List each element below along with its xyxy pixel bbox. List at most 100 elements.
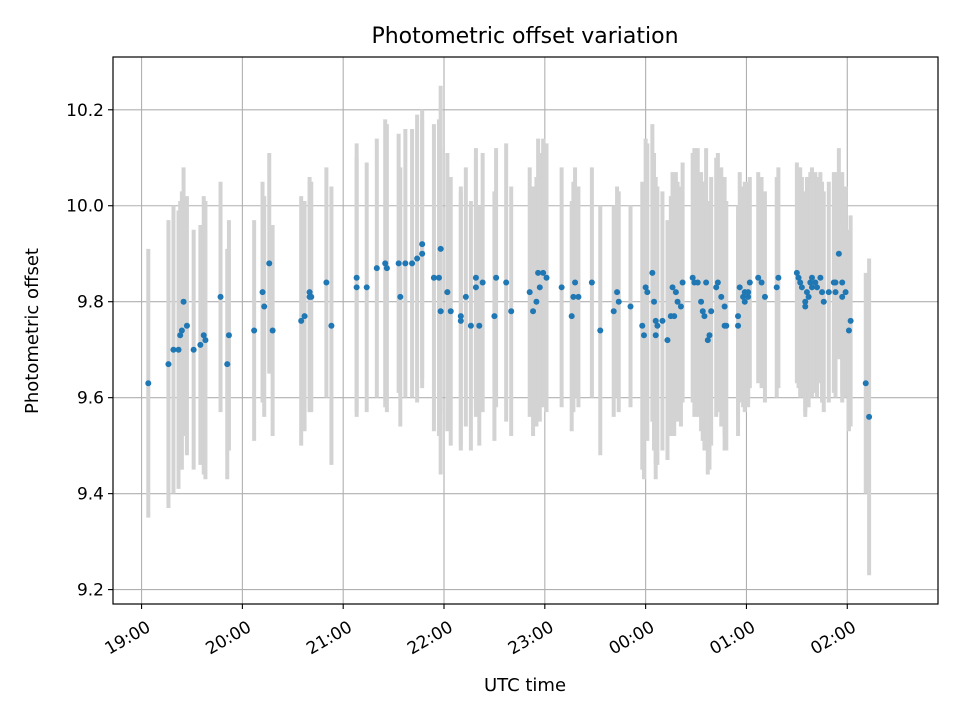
data-point — [740, 293, 747, 300]
data-point — [746, 279, 753, 286]
data-point — [644, 289, 651, 296]
data-point — [677, 303, 684, 310]
data-point — [353, 274, 360, 281]
data-point — [180, 298, 187, 305]
data-point — [842, 289, 849, 296]
data-point — [373, 265, 380, 272]
data-point — [225, 332, 232, 339]
data-point — [409, 260, 416, 267]
data-point — [808, 284, 815, 291]
data-point — [382, 260, 389, 267]
data-point — [674, 298, 681, 305]
data-points — [145, 241, 873, 420]
data-point — [659, 317, 666, 324]
y-tick-label: 10.0 — [66, 197, 104, 217]
data-point — [832, 289, 839, 296]
data-point — [703, 279, 710, 286]
data-point — [795, 274, 802, 281]
data-point — [721, 303, 728, 310]
data-point — [217, 293, 224, 300]
data-point — [301, 313, 308, 320]
data-point — [269, 327, 276, 334]
data-point — [808, 274, 815, 281]
data-point — [689, 274, 696, 281]
data-point — [817, 274, 824, 281]
data-point — [419, 250, 426, 257]
data-point — [533, 298, 540, 305]
data-point — [652, 332, 659, 339]
data-point — [503, 279, 510, 286]
data-point — [718, 293, 725, 300]
data-point — [679, 279, 686, 286]
data-point — [526, 289, 533, 296]
data-point — [575, 293, 582, 300]
data-point — [597, 327, 604, 334]
data-point — [723, 322, 730, 329]
data-point — [839, 279, 846, 286]
data-point — [145, 380, 152, 387]
data-point — [328, 322, 335, 329]
data-point — [395, 260, 402, 267]
data-point — [457, 313, 464, 320]
data-point — [308, 293, 315, 300]
data-point — [353, 284, 360, 291]
data-point — [736, 284, 743, 291]
data-point — [669, 284, 676, 291]
data-point — [200, 332, 207, 339]
data-point — [540, 269, 547, 276]
chart-title: Photometric offset variation — [371, 24, 678, 49]
data-point — [793, 269, 800, 276]
data-point — [866, 413, 873, 420]
data-point — [847, 317, 854, 324]
data-point — [832, 279, 839, 286]
data-point — [435, 274, 442, 281]
y-tick-label: 10.2 — [66, 101, 104, 121]
data-point — [802, 303, 809, 310]
data-point — [862, 380, 869, 387]
data-point — [651, 298, 658, 305]
data-point — [672, 289, 679, 296]
data-point — [614, 289, 621, 296]
data-point — [798, 284, 805, 291]
data-point — [735, 313, 742, 320]
data-point — [462, 293, 469, 300]
x-axis-label: UTC time — [484, 675, 566, 696]
y-tick-label: 9.4 — [77, 485, 104, 505]
y-tick-label: 9.2 — [77, 581, 104, 601]
data-point — [807, 279, 814, 286]
plot-frame — [112, 56, 939, 605]
data-point — [713, 284, 720, 291]
data-point — [839, 293, 846, 300]
y-tick-label: 9.6 — [77, 389, 104, 409]
data-point — [775, 274, 782, 281]
data-point — [472, 284, 479, 291]
data-point — [664, 337, 671, 344]
data-point — [802, 298, 809, 305]
data-point — [797, 279, 804, 286]
data-point — [745, 293, 752, 300]
data-point — [572, 279, 579, 286]
data-point — [694, 279, 701, 286]
data-point — [671, 313, 678, 320]
data-point — [745, 289, 752, 296]
data-point — [491, 313, 498, 320]
data-point — [202, 337, 209, 344]
data-point — [825, 289, 832, 296]
data-point — [741, 298, 748, 305]
data-point — [805, 293, 812, 300]
data-point — [819, 289, 826, 296]
data-point — [467, 322, 474, 329]
data-point — [701, 313, 708, 320]
data-point — [165, 361, 172, 368]
data-point — [224, 361, 231, 368]
data-point — [251, 327, 258, 334]
y-tick-label: 9.8 — [77, 293, 104, 313]
data-point — [639, 322, 646, 329]
data-point — [175, 346, 182, 353]
data-point — [536, 284, 543, 291]
data-point — [261, 303, 268, 310]
data-point — [761, 293, 768, 300]
data-point — [472, 274, 479, 281]
data-point — [402, 260, 409, 267]
